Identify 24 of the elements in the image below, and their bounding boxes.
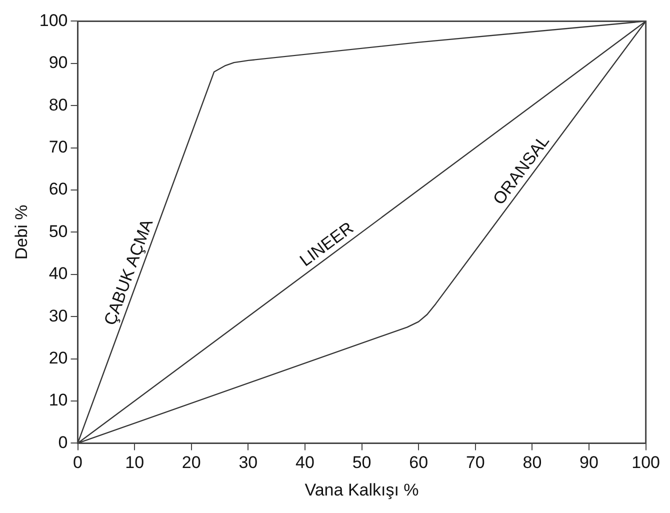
y-axis-title: Debi % xyxy=(12,204,31,260)
y-tick-label: 20 xyxy=(48,348,68,368)
y-tick-label: 100 xyxy=(39,10,68,30)
x-tick-label: 30 xyxy=(238,453,258,472)
y-tick-label: 90 xyxy=(48,53,68,72)
x-tick-label: 70 xyxy=(466,453,485,472)
x-tick-label: 50 xyxy=(352,453,372,472)
y-tick-label: 50 xyxy=(48,222,68,241)
x-tick-label: 20 xyxy=(182,453,201,472)
x-tick-label: 60 xyxy=(409,453,428,472)
y-tick-label: 70 xyxy=(48,137,68,156)
x-axis-title: Vana Kalkışı % xyxy=(304,480,419,500)
x-tick-label: 100 xyxy=(632,453,660,472)
y-tick-label: 10 xyxy=(48,390,68,410)
x-tick-label: 10 xyxy=(125,453,144,472)
y-tick-label: 0 xyxy=(58,432,68,452)
y-tick-label: 40 xyxy=(48,264,68,284)
x-tick-label: 40 xyxy=(296,453,314,472)
y-tick-label: 30 xyxy=(48,306,68,326)
y-tick-label: 60 xyxy=(48,180,68,199)
x-tick-label: 0 xyxy=(73,453,82,472)
x-tick-label: 90 xyxy=(580,453,598,472)
y-tick-label: 80 xyxy=(48,95,68,114)
x-tick-label: 80 xyxy=(522,453,542,472)
